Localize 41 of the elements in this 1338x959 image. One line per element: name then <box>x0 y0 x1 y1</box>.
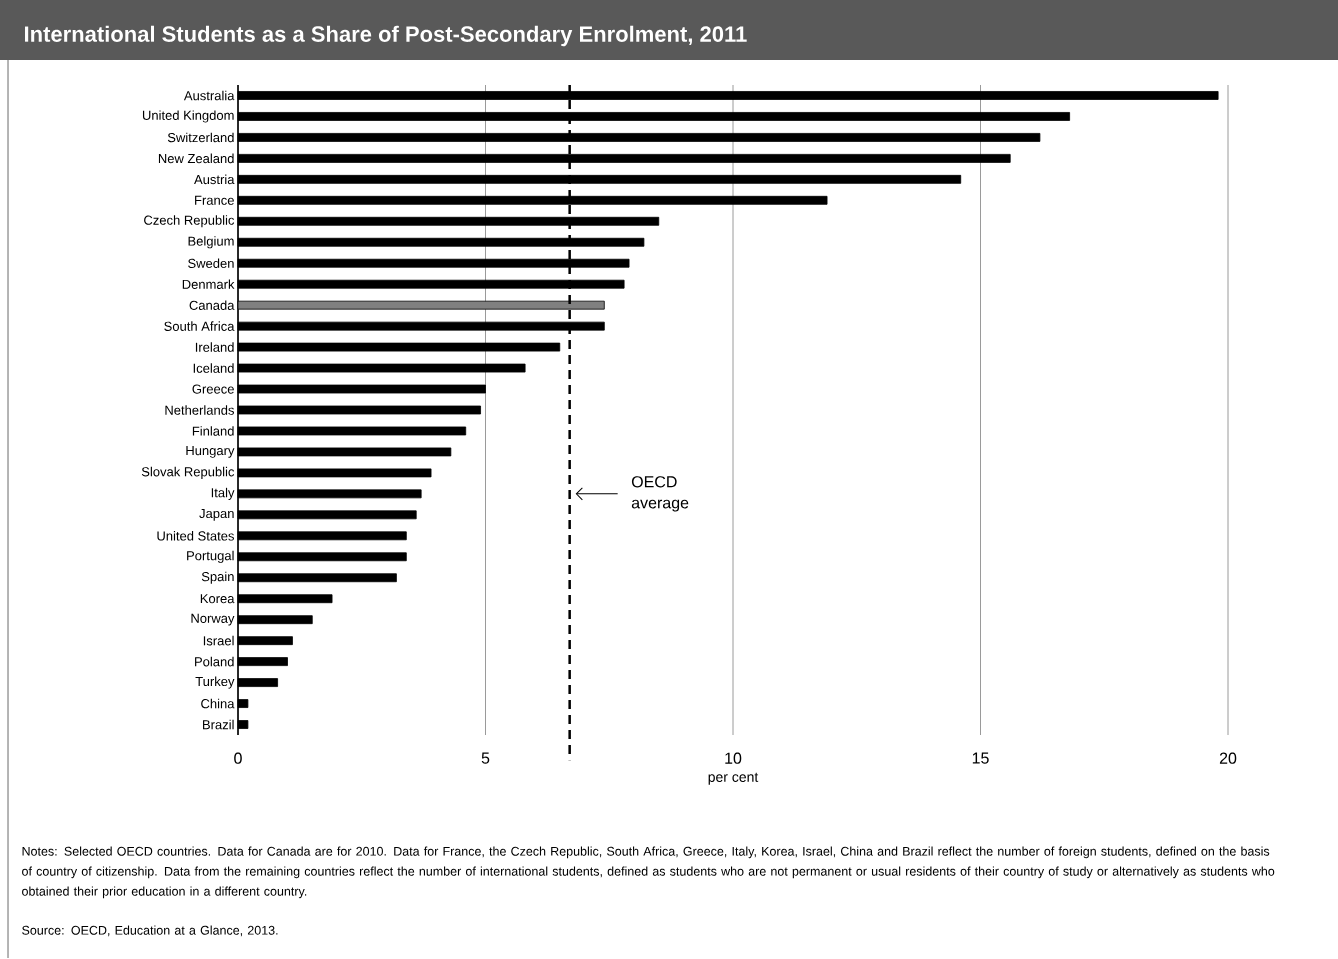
source-note: Source: OECD, Education at a Glance, 2013. <box>22 925 278 937</box>
y-tick-label: Sweden <box>188 258 234 269</box>
y-tick-label: United States <box>157 531 234 541</box>
y-tick-label: Finland <box>192 426 234 436</box>
y-tick-label: Australia <box>183 90 235 101</box>
y-tick-label: Canada <box>189 300 235 311</box>
y-tick-label: Hungary <box>186 446 235 458</box>
y-tick-label: New Zealand <box>158 153 234 164</box>
y-tick-label: Belgium <box>188 236 234 249</box>
y-tick-label: Brazil <box>203 719 234 730</box>
y-tick-label: Japan <box>199 509 234 521</box>
y-tick-label: Turkey <box>195 676 235 689</box>
y-tick-label: Greece <box>192 384 234 394</box>
text: Notes: Selected OECD countries. Data for Canada are for 2010. Data for France, the Czech Republic, South Africa, Greece, Italy, Korea, Israel, China and Brazil reflect the number of foreign students, defined on the basis of country of citizenship. Data from the remaining countries reflect the number of international students, defined as students who are not permanent or usual residents of their country of study or alternatively as students who obtained their prior education in a different country. <box>22 846 1275 899</box>
y-tick-label: France <box>195 195 234 206</box>
y-tick-label: Iceland <box>193 363 234 374</box>
y-tick-label: Spain <box>201 571 234 584</box>
y-tick-label: Czech Republic <box>144 215 235 228</box>
y-tick-label: China <box>201 698 235 709</box>
x-tick-label: 10 <box>725 752 742 765</box>
x-tick-label: 20 <box>1219 752 1237 765</box>
ref-line-label: OECD average <box>631 476 689 512</box>
y-tick-label: Denmark <box>182 279 235 290</box>
y-tick-label: South Africa <box>164 321 235 332</box>
x-tick-label: 5 <box>481 752 490 764</box>
x-axis-title: per cent <box>708 772 759 785</box>
y-tick-label: Ireland <box>195 342 234 353</box>
y-tick-label: Slovak Republic <box>141 467 235 480</box>
x-tick-label: 0 <box>234 752 242 765</box>
y-tick-label: Netherlands <box>165 405 234 415</box>
y-tick-label: Austria <box>194 174 235 185</box>
y-tick-label: Norway <box>191 614 235 626</box>
y-tick-label: Switzerland <box>167 132 234 143</box>
y-tick-label: United Kingdom <box>142 110 234 123</box>
y-tick-label: Korea <box>200 594 235 604</box>
y-tick-label: Portugal <box>187 550 234 564</box>
x-tick-label: 15 <box>972 752 989 764</box>
y-tick-label: Poland <box>195 657 234 667</box>
chart-title: International Students as a Share of Post-Secondary Enrolment, 2011 <box>25 25 747 47</box>
y-tick-label: Israel <box>203 636 234 646</box>
y-tick-label: Italy <box>211 488 235 501</box>
